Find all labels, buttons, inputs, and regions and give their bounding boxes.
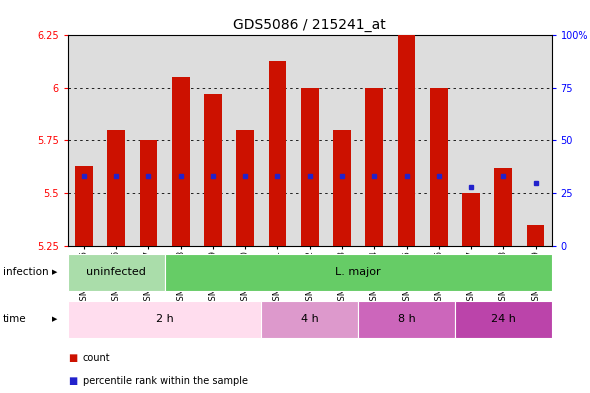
- Bar: [455, 301, 552, 338]
- Text: L. major: L. major: [335, 267, 381, 277]
- Bar: [430, 88, 448, 246]
- Bar: [268, 61, 286, 246]
- Bar: [75, 166, 93, 246]
- Bar: [301, 88, 319, 246]
- Text: count: count: [83, 353, 110, 363]
- Text: ■: ■: [68, 376, 77, 386]
- Bar: [358, 301, 455, 338]
- Text: infection: infection: [3, 267, 48, 277]
- Text: 4 h: 4 h: [301, 314, 319, 324]
- Bar: [204, 94, 222, 246]
- Text: percentile rank within the sample: percentile rank within the sample: [83, 376, 248, 386]
- Bar: [494, 168, 512, 246]
- Text: 24 h: 24 h: [491, 314, 516, 324]
- Text: 2 h: 2 h: [156, 314, 173, 324]
- Bar: [237, 130, 254, 246]
- Text: ▶: ▶: [52, 269, 58, 275]
- Bar: [140, 140, 158, 246]
- Text: uninfected: uninfected: [86, 267, 146, 277]
- Bar: [68, 301, 261, 338]
- Bar: [172, 77, 189, 246]
- Bar: [68, 253, 165, 291]
- Bar: [527, 225, 545, 246]
- Bar: [107, 130, 125, 246]
- Bar: [261, 301, 358, 338]
- Bar: [365, 88, 383, 246]
- Text: ■: ■: [68, 353, 77, 363]
- Text: time: time: [3, 314, 27, 324]
- Text: GDS5086 / 215241_at: GDS5086 / 215241_at: [234, 18, 386, 32]
- Bar: [462, 193, 480, 246]
- Text: 8 h: 8 h: [398, 314, 415, 324]
- Bar: [165, 253, 552, 291]
- Bar: [398, 35, 415, 246]
- Text: ▶: ▶: [52, 316, 58, 322]
- Bar: [333, 130, 351, 246]
